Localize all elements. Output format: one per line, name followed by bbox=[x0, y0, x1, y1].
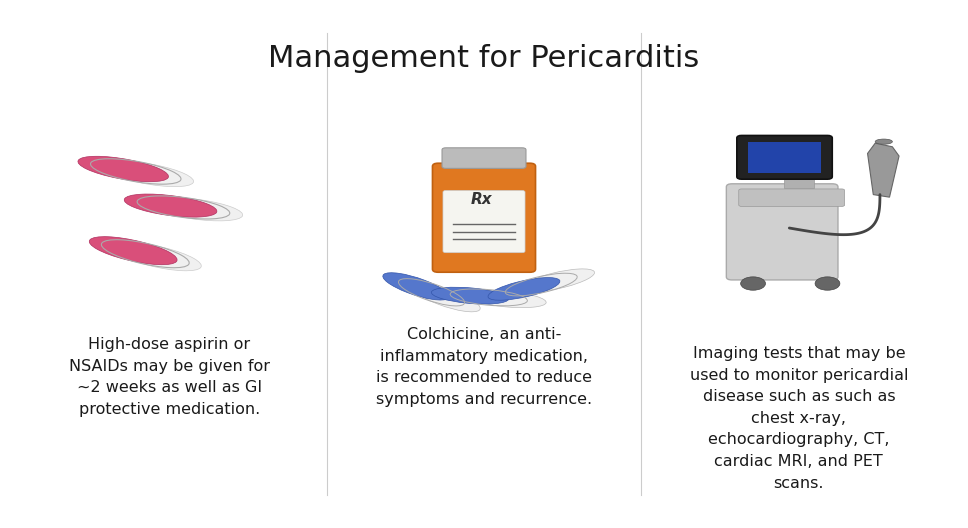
Ellipse shape bbox=[432, 287, 508, 304]
FancyBboxPatch shape bbox=[433, 163, 535, 272]
Text: Imaging tests that may be
used to monitor pericardial
disease such as such as
ch: Imaging tests that may be used to monito… bbox=[689, 346, 908, 491]
Ellipse shape bbox=[113, 243, 201, 271]
Ellipse shape bbox=[382, 273, 449, 300]
Ellipse shape bbox=[523, 269, 594, 291]
FancyBboxPatch shape bbox=[739, 189, 845, 206]
Ellipse shape bbox=[469, 291, 546, 308]
FancyBboxPatch shape bbox=[748, 142, 821, 173]
Ellipse shape bbox=[103, 161, 194, 186]
Ellipse shape bbox=[875, 139, 892, 144]
Circle shape bbox=[815, 277, 840, 290]
FancyBboxPatch shape bbox=[737, 136, 832, 179]
Ellipse shape bbox=[488, 278, 560, 300]
Polygon shape bbox=[867, 143, 899, 197]
Ellipse shape bbox=[78, 156, 168, 182]
FancyBboxPatch shape bbox=[783, 175, 814, 188]
Ellipse shape bbox=[124, 194, 217, 217]
Ellipse shape bbox=[414, 285, 480, 312]
Text: Management for Pericarditis: Management for Pericarditis bbox=[268, 44, 700, 73]
Ellipse shape bbox=[150, 198, 243, 221]
Circle shape bbox=[741, 277, 766, 290]
FancyBboxPatch shape bbox=[443, 191, 525, 253]
Ellipse shape bbox=[89, 237, 177, 265]
FancyBboxPatch shape bbox=[442, 148, 526, 168]
Text: Rx: Rx bbox=[470, 192, 492, 207]
FancyBboxPatch shape bbox=[726, 184, 838, 280]
Text: Colchicine, an anti-
inflammatory medication,
is recommended to reduce
symptoms : Colchicine, an anti- inflammatory medica… bbox=[376, 327, 592, 407]
Text: High-dose aspirin or
NSAIDs may be given for
~2 weeks as well as GI
protective m: High-dose aspirin or NSAIDs may be given… bbox=[69, 337, 270, 417]
